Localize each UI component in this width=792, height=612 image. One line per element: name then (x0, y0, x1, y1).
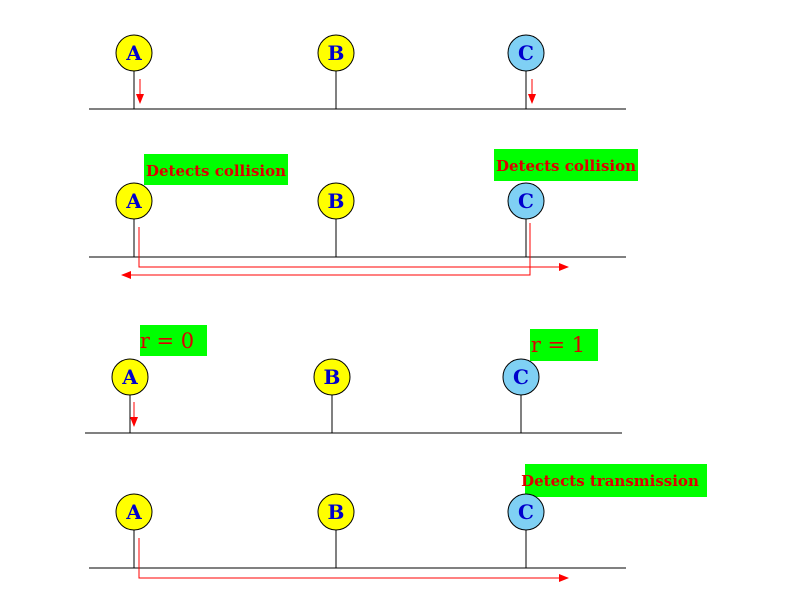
station-b-label: B (324, 365, 341, 389)
station-a: A (115, 182, 153, 220)
station-c: C (502, 358, 540, 396)
collision-label-c: Detects collision (496, 157, 636, 175)
station-c-circle (507, 493, 545, 531)
station-a-circle (115, 182, 153, 220)
panel-3: r = 0 r = 1 A B C (85, 325, 622, 434)
signal-path-a-right (138, 538, 569, 582)
station-c-label: C (518, 189, 534, 213)
station-c-circle (502, 358, 540, 396)
station-c: C (507, 493, 545, 531)
transmission-label-c-box (525, 464, 707, 497)
station-a: A (115, 493, 153, 531)
station-a-label: A (125, 189, 142, 213)
signal-path-c-left (121, 223, 531, 279)
station-a-circle (111, 358, 149, 396)
station-c-label: C (518, 41, 534, 65)
station-b: B (313, 358, 351, 396)
backoff-label-a: r = 0 (140, 329, 194, 353)
station-a-label: A (125, 500, 142, 524)
station-b: B (317, 34, 355, 72)
station-c-circle (507, 182, 545, 220)
panel-4: Detects transmission A B C (89, 464, 707, 582)
station-a-label: A (125, 41, 142, 65)
station-c: C (507, 34, 545, 72)
signal-path-a-right (138, 227, 569, 271)
station-b: B (317, 493, 355, 531)
station-b-circle (317, 182, 355, 220)
backoff-label-a-box (140, 325, 207, 356)
station-c-circle (507, 34, 545, 72)
station-a: A (111, 358, 149, 396)
station-a-label: A (121, 365, 138, 389)
backoff-label-c: r = 1 (531, 333, 585, 357)
collision-label-a-box (144, 154, 288, 185)
collision-label-a: Detects collision (146, 162, 286, 180)
station-c: C (507, 182, 545, 220)
station-a-circle (115, 34, 153, 72)
station-c-label: C (513, 365, 529, 389)
station-b: B (317, 182, 355, 220)
station-c-label: C (518, 500, 534, 524)
station-a-circle (115, 493, 153, 531)
station-b-circle (317, 34, 355, 72)
transmission-label-c: Detects transmission (521, 472, 699, 490)
collision-label-c-box (494, 149, 638, 181)
backoff-label-c-box (530, 329, 598, 361)
panel-2: Detects collision Detects collision A B … (89, 149, 638, 279)
station-a: A (115, 34, 153, 72)
station-b-label: B (328, 500, 345, 524)
station-b-label: B (328, 189, 345, 213)
panel-1: A B C (89, 34, 626, 110)
station-b-circle (317, 493, 355, 531)
station-b-circle (313, 358, 351, 396)
station-b-label: B (328, 41, 345, 65)
